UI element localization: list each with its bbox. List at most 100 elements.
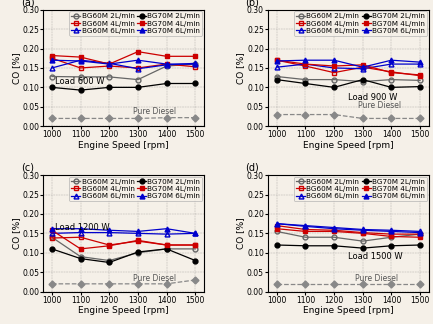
Line: BG70M 4L/min: BG70M 4L/min [49, 49, 198, 66]
Line: BG60M 4L/min: BG60M 4L/min [49, 56, 198, 70]
Pure Diesel [274, 282, 279, 286]
BG60M 4L/min [274, 58, 279, 62]
Line: BG60M 2L/min: BG60M 2L/min [49, 62, 198, 82]
Pure Diesel [49, 282, 55, 286]
BG60M 4L/min [49, 56, 55, 60]
Text: Load 1500 W: Load 1500 W [349, 252, 403, 261]
BG60M 2L/min [136, 251, 141, 255]
BG60M 6L/min [389, 228, 394, 232]
BG60M 4L/min [389, 70, 394, 74]
BG70M 2L/min [193, 259, 198, 262]
BG70M 2L/min [107, 260, 112, 264]
Pure Diesel [136, 117, 141, 121]
BG70M 4L/min [164, 243, 169, 247]
BG70M 2L/min [389, 86, 394, 89]
Line: BG70M 4L/min: BG70M 4L/min [274, 226, 423, 240]
BG60M 4L/min [303, 227, 308, 231]
Text: (b): (b) [246, 0, 259, 7]
BG70M 2L/min [107, 86, 112, 89]
BG70M 6L/min [303, 58, 308, 62]
BG60M 6L/min [389, 62, 394, 66]
BG60M 2L/min [193, 247, 198, 251]
BG70M 2L/min [164, 247, 169, 251]
BG70M 6L/min [331, 58, 336, 62]
BG60M 6L/min [274, 65, 279, 69]
Legend: BG60M 2L/min, BG60M 4L/min, BG60M 6L/min, BG70M 2L/min, BG70M 4L/min, BG70M 6L/m: BG60M 2L/min, BG60M 4L/min, BG60M 6L/min… [294, 177, 427, 201]
BG60M 6L/min [107, 231, 112, 235]
BG70M 2L/min [193, 82, 198, 86]
BG60M 6L/min [193, 61, 198, 65]
BG70M 2L/min [274, 78, 279, 82]
BG70M 4L/min [417, 73, 423, 77]
BG70M 4L/min [136, 50, 141, 53]
BG60M 4L/min [49, 236, 55, 240]
BG60M 2L/min [389, 235, 394, 239]
X-axis label: Engine Speed [rpm]: Engine Speed [rpm] [78, 306, 169, 315]
BG60M 4L/min [193, 243, 198, 247]
BG70M 4L/min [78, 55, 83, 59]
Line: BG70M 6L/min: BG70M 6L/min [49, 58, 198, 66]
BG70M 4L/min [389, 71, 394, 75]
Line: Pure Diesel: Pure Diesel [274, 282, 423, 286]
BG60M 4L/min [274, 224, 279, 227]
BG60M 2L/min [360, 80, 365, 84]
BG70M 6L/min [78, 59, 83, 63]
BG60M 2L/min [78, 255, 83, 259]
BG70M 2L/min [360, 78, 365, 82]
Legend: BG60M 2L/min, BG60M 4L/min, BG60M 6L/min, BG70M 2L/min, BG70M 4L/min, BG70M 6L/m: BG60M 2L/min, BG60M 4L/min, BG60M 6L/min… [69, 11, 202, 36]
Pure Diesel [78, 117, 83, 121]
BG60M 2L/min [107, 259, 112, 262]
Line: BG70M 2L/min: BG70M 2L/min [49, 81, 198, 93]
BG70M 6L/min [164, 227, 169, 231]
Line: Pure Diesel: Pure Diesel [49, 115, 198, 121]
Pure Diesel [389, 282, 394, 286]
Line: BG60M 4L/min: BG60M 4L/min [274, 223, 423, 237]
Pure Diesel [360, 282, 365, 286]
Line: BG70M 6L/min: BG70M 6L/min [274, 58, 423, 70]
BG70M 6L/min [164, 62, 169, 66]
Line: BG70M 2L/min: BG70M 2L/min [274, 77, 423, 90]
BG70M 4L/min [193, 243, 198, 247]
BG60M 4L/min [360, 231, 365, 235]
Text: (d): (d) [246, 163, 259, 173]
BG70M 2L/min [303, 82, 308, 86]
BG60M 6L/min [303, 62, 308, 66]
BG70M 6L/min [274, 222, 279, 226]
Pure Diesel [274, 113, 279, 117]
Legend: BG60M 2L/min, BG60M 4L/min, BG60M 6L/min, BG70M 2L/min, BG70M 4L/min, BG70M 6L/m: BG60M 2L/min, BG60M 4L/min, BG60M 6L/min… [69, 177, 202, 201]
BG60M 6L/min [136, 231, 141, 235]
BG60M 4L/min [78, 235, 83, 239]
BG70M 2L/min [136, 250, 141, 254]
Pure Diesel [389, 117, 394, 121]
Line: BG70M 4L/min: BG70M 4L/min [274, 58, 423, 77]
Line: BG60M 2L/min: BG60M 2L/min [274, 229, 423, 244]
BG60M 6L/min [417, 62, 423, 66]
Line: BG60M 6L/min: BG60M 6L/min [274, 221, 423, 234]
BG70M 4L/min [164, 54, 169, 58]
BG60M 6L/min [331, 66, 336, 70]
Text: Load 1200 W: Load 1200 W [55, 223, 109, 232]
BG70M 6L/min [303, 225, 308, 228]
BG60M 6L/min [78, 231, 83, 235]
Pure Diesel [107, 117, 112, 121]
BG60M 4L/min [136, 66, 141, 70]
BG70M 4L/min [389, 235, 394, 238]
Line: BG60M 6L/min: BG60M 6L/min [49, 230, 198, 237]
Line: Pure Diesel: Pure Diesel [49, 278, 198, 286]
Text: Pure Diesel: Pure Diesel [133, 274, 176, 283]
BG70M 4L/min [274, 58, 279, 62]
BG70M 4L/min [417, 235, 423, 239]
BG70M 4L/min [49, 53, 55, 57]
Pure Diesel [107, 282, 112, 286]
BG60M 6L/min [417, 229, 423, 233]
Text: Pure Diesel: Pure Diesel [358, 101, 401, 110]
BG70M 2L/min [136, 86, 141, 89]
Text: Load 600 W: Load 600 W [55, 77, 104, 87]
BG60M 2L/min [331, 78, 336, 82]
Line: BG60M 6L/min: BG60M 6L/min [49, 58, 198, 71]
BG60M 4L/min [164, 62, 169, 66]
Pure Diesel [193, 116, 198, 120]
Line: BG70M 6L/min: BG70M 6L/min [49, 226, 198, 236]
Pure Diesel [303, 113, 308, 117]
BG60M 6L/min [78, 58, 83, 62]
